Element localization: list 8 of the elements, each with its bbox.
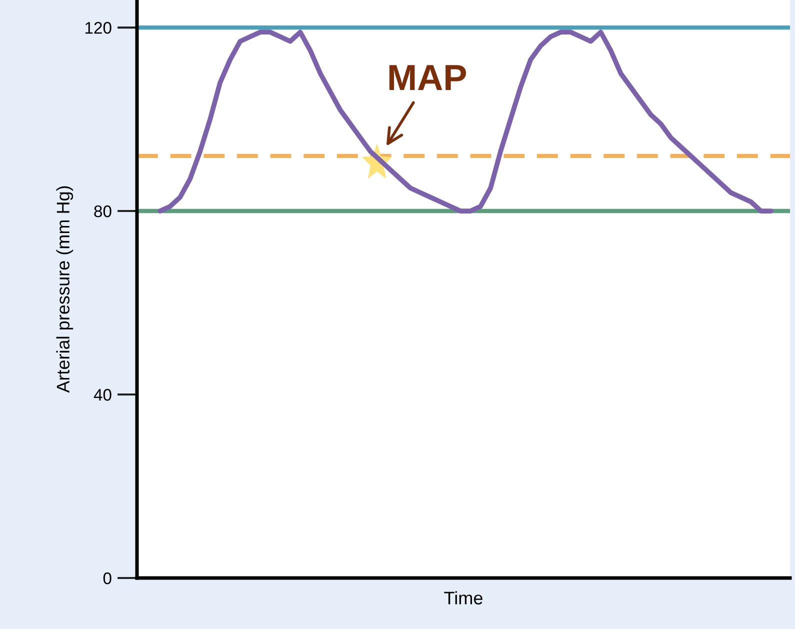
y-tick-label: 40 <box>94 388 112 401</box>
y-tick-label: 80 <box>94 205 112 218</box>
line-series <box>158 30 774 214</box>
annotation: MAP <box>389 65 466 90</box>
y-tick-label: 0 <box>103 572 112 584</box>
y-tick-label: 120 <box>85 22 112 34</box>
y-axis-title: Arterial pressure (mm Hg) <box>56 186 74 393</box>
x-axis-title: Time <box>444 591 482 604</box>
